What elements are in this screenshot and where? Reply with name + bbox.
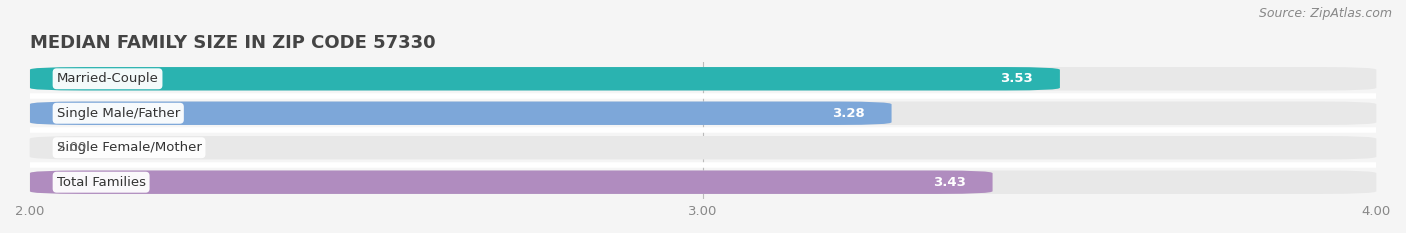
- Text: Single Female/Mother: Single Female/Mother: [56, 141, 201, 154]
- FancyBboxPatch shape: [30, 102, 891, 125]
- Text: 3.43: 3.43: [932, 176, 966, 189]
- FancyBboxPatch shape: [30, 171, 1376, 194]
- Text: 2.00: 2.00: [56, 141, 86, 154]
- FancyBboxPatch shape: [30, 136, 1376, 159]
- Text: 3.28: 3.28: [832, 107, 865, 120]
- FancyBboxPatch shape: [30, 67, 1060, 90]
- Text: MEDIAN FAMILY SIZE IN ZIP CODE 57330: MEDIAN FAMILY SIZE IN ZIP CODE 57330: [30, 34, 436, 52]
- Text: Source: ZipAtlas.com: Source: ZipAtlas.com: [1258, 7, 1392, 20]
- Text: Married-Couple: Married-Couple: [56, 72, 159, 85]
- FancyBboxPatch shape: [30, 102, 1376, 125]
- Text: Single Male/Father: Single Male/Father: [56, 107, 180, 120]
- Text: Total Families: Total Families: [56, 176, 146, 189]
- FancyBboxPatch shape: [30, 171, 993, 194]
- FancyBboxPatch shape: [30, 67, 1376, 90]
- Text: 3.53: 3.53: [1000, 72, 1033, 85]
